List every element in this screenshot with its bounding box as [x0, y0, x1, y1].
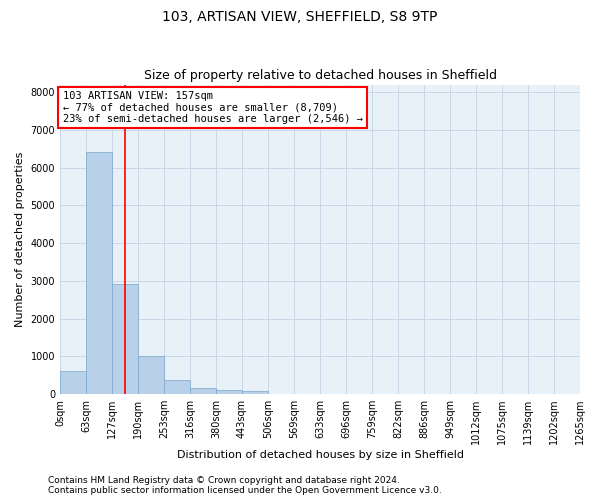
- Y-axis label: Number of detached properties: Number of detached properties: [15, 152, 25, 327]
- Title: Size of property relative to detached houses in Sheffield: Size of property relative to detached ho…: [143, 69, 497, 82]
- Bar: [60, 370, 86, 394]
- Bar: [216, 390, 242, 394]
- Bar: [164, 380, 190, 394]
- Text: 103 ARTISAN VIEW: 157sqm
← 77% of detached houses are smaller (8,709)
23% of sem: 103 ARTISAN VIEW: 157sqm ← 77% of detach…: [62, 90, 362, 124]
- X-axis label: Distribution of detached houses by size in Sheffield: Distribution of detached houses by size …: [176, 450, 464, 460]
- Bar: [190, 388, 216, 394]
- Text: Contains HM Land Registry data © Crown copyright and database right 2024.
Contai: Contains HM Land Registry data © Crown c…: [48, 476, 442, 495]
- Bar: [242, 391, 268, 394]
- Text: 103, ARTISAN VIEW, SHEFFIELD, S8 9TP: 103, ARTISAN VIEW, SHEFFIELD, S8 9TP: [163, 10, 437, 24]
- Bar: [86, 152, 112, 394]
- Bar: [112, 284, 138, 394]
- Bar: [138, 356, 164, 394]
